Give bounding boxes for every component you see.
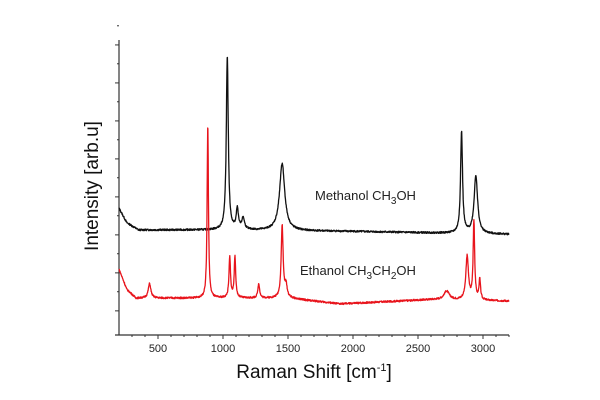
ethanol-label: Ethanol CH3CH2OH <box>300 263 416 282</box>
x-axis-label: Raman Shift [cm-1] <box>236 362 392 383</box>
x-tick-label: 2000 <box>341 343 365 355</box>
series-line-ethanol <box>118 127 510 306</box>
plot-area <box>118 56 510 306</box>
methanol-label: Methanol CH3OH <box>315 188 416 207</box>
x-tick-label: 500 <box>149 343 167 355</box>
x-tick-label: 1500 <box>276 343 300 355</box>
y-axis-label: Intensity [arb.u] <box>82 121 103 251</box>
x-tick-label: 1000 <box>211 343 235 355</box>
x-tick-label: 2500 <box>406 343 430 355</box>
series-line-methanol <box>118 56 510 236</box>
x-tick-label: 3000 <box>471 343 495 355</box>
axes: 500 1000 1500 2000 2500 3000 <box>115 25 510 355</box>
